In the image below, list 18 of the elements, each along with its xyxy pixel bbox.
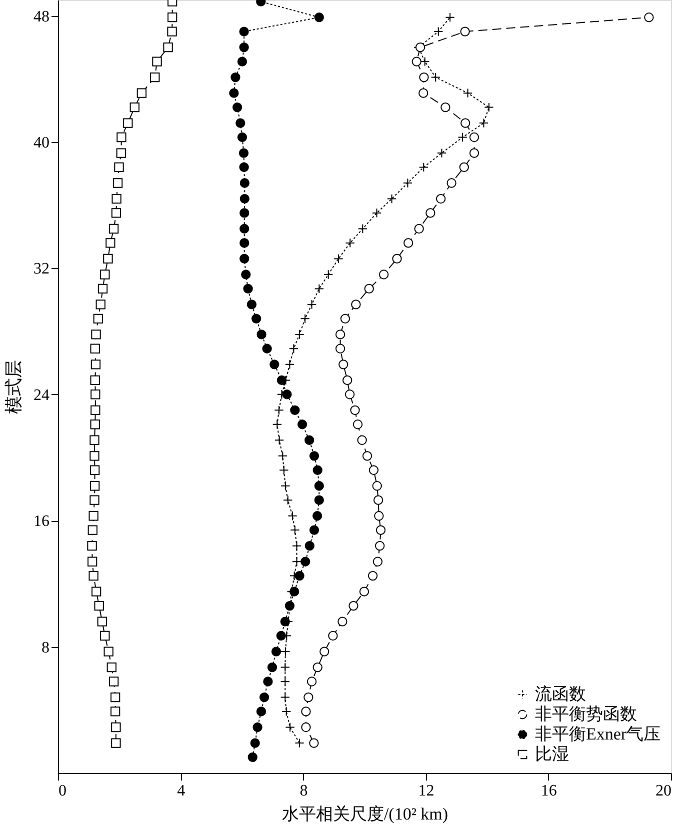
legend-label: 非平衡Exner气压 [535,724,661,744]
y-tick-label: 40 [34,134,50,152]
x-tick-label: 16 [540,782,557,800]
y-axis-title: 模式层 [4,360,24,414]
legend-label: 流函数 [535,684,586,704]
x-tick-label: 12 [418,782,434,800]
legend-label: 比湿 [535,744,569,764]
x-axis-title: 水平相关尺度/(10² km) [282,804,448,824]
x-tick-label: 8 [300,782,308,800]
y-tick-label: 24 [34,386,50,404]
y-tick-label: 32 [34,260,50,278]
x-tick-label: 20 [656,782,672,800]
y-tick-label: 48 [34,8,50,26]
x-tick-label: 4 [177,782,186,800]
y-tick-label: 8 [42,639,50,656]
legend-label: 非平衡势函数 [535,704,637,724]
y-tick-label: 16 [34,513,50,530]
x-tick-label: 0 [58,782,66,800]
